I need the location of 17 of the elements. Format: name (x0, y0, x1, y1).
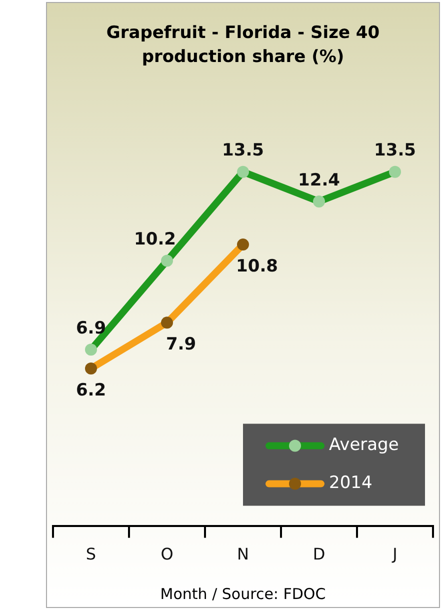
data-label: 10.8 (236, 256, 278, 276)
data-label: 13.5 (374, 140, 416, 161)
x-axis-title: Month / Source: FDOC (159, 585, 327, 603)
x-tick-label: O (160, 544, 174, 564)
data-label: 6.9 (76, 318, 106, 339)
x-tick-label: D (312, 544, 326, 564)
x-tick-label: J (392, 544, 398, 564)
legend-label: Average (329, 435, 399, 456)
data-label: 7.9 (166, 334, 196, 355)
data-label: 13.5 (222, 140, 264, 161)
data-label: 10.2 (134, 230, 176, 250)
legend-label: 2014 (329, 473, 372, 494)
chart-title: Grapefruit - Florida - Size 40 production share (%) (105, 22, 381, 69)
x-tick-label: S (86, 544, 96, 564)
x-tick-label: N (237, 544, 249, 564)
data-label: 12.4 (298, 170, 340, 190)
data-label: 6.2 (76, 380, 106, 400)
